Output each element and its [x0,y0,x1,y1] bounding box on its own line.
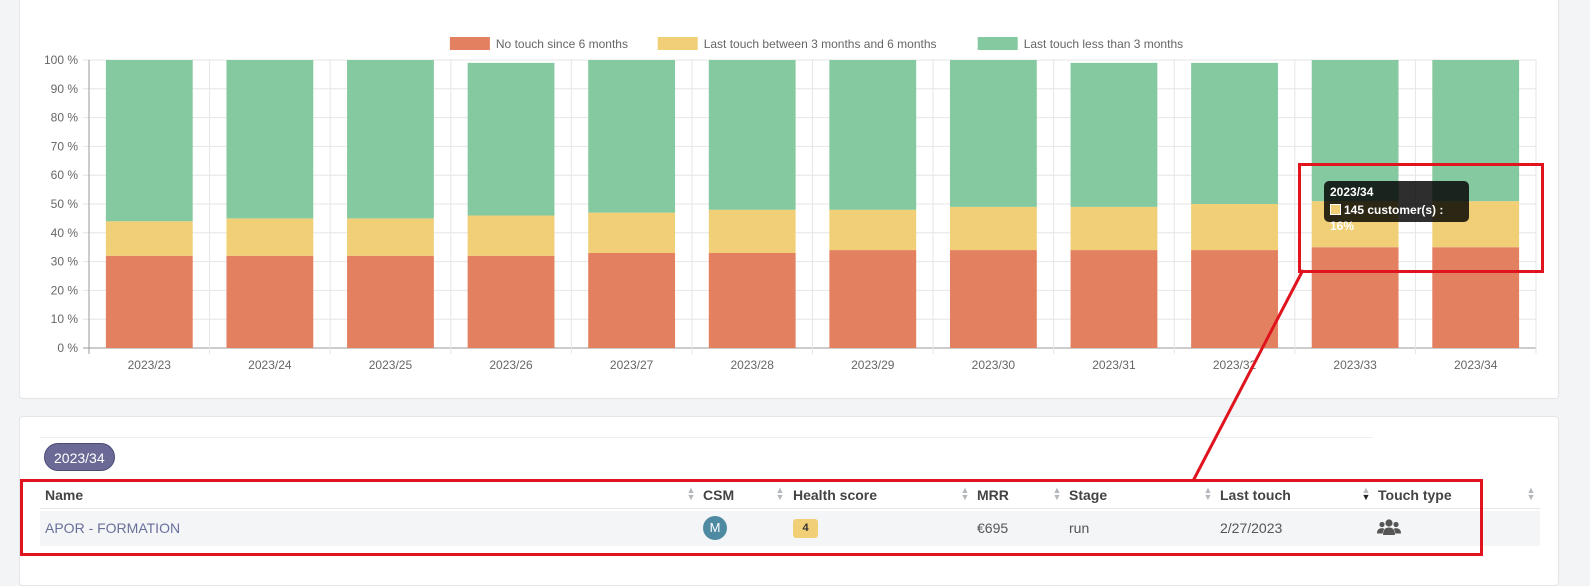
bar-segment-3 [588,60,676,213]
bar-segment-2 [1191,204,1278,251]
legend-label: Last touch less than 3 months [1024,37,1183,51]
x-tick-label: 2023/34 [1454,358,1498,372]
bar-segment-1 [105,255,193,348]
x-tick-label: 2023/23 [128,358,172,372]
divider [40,437,1373,438]
bar-segment-2 [1070,206,1158,251]
y-tick-label: 10 % [51,312,79,326]
bar-segment-2 [588,212,676,253]
period-badge[interactable]: 2023/34 [44,443,115,471]
bar-segment-1 [949,250,1037,348]
y-tick-label: 0 % [57,341,78,355]
column-header-health-score[interactable]: Health score [793,487,878,503]
sort-icon[interactable]: ▲ ▼ [960,485,970,502]
tooltip-line: 145 customer(s) : 16% [1330,202,1463,234]
bar-segment-3 [708,60,796,210]
sort-desc-icon[interactable]: ▲ ▼ [1361,485,1371,502]
customer-name-link[interactable]: APOR - FORMATION [45,520,181,536]
mrr-value: €695 [977,520,1009,536]
y-tick-label: 20 % [51,283,79,297]
stage-value: run [1069,520,1090,536]
bar-segment-2 [347,218,434,256]
x-tick-label: 2023/24 [248,358,292,372]
table-card [19,416,1559,586]
bar-segment-3 [105,60,193,222]
tooltip-swatch [1330,204,1341,215]
x-tick-label: 2023/32 [1213,358,1257,372]
bar-segment-1 [1191,250,1278,348]
column-header-touch-type[interactable]: Touch type [1378,487,1452,503]
table-header-border [40,508,1540,509]
legend-swatch [449,37,490,50]
chart-tooltip: 2023/34 145 customer(s) : 16% [1324,181,1469,233]
sort-icon[interactable]: ▲ ▼ [775,485,785,502]
tooltip-text: 145 customer(s) : 16% [1330,203,1444,233]
column-header-name[interactable]: Name [45,487,84,503]
chart-axes: 0 % 10 % 20 % 30 % 40 % 50 % 60 % 70 % 80 % 90 % 1… [44,53,1498,372]
y-tick-label: 60 % [51,168,79,182]
bar-segment-2 [708,209,796,253]
chart-legend: No touch since 6 months Last touch betwee… [449,37,1183,51]
column-header-csm[interactable]: CSM [703,487,735,503]
bar-segment-1 [588,252,676,348]
sort-icon[interactable]: ▲ ▼ [1526,485,1536,502]
bar-segment-3 [829,60,917,210]
x-tick-label: 2023/29 [851,358,895,372]
bar-segment-3 [1070,62,1158,207]
sort-icon[interactable]: ▲ ▼ [686,485,696,502]
column-header-last-touch[interactable]: Last touch [1220,487,1291,503]
column-header-stage[interactable]: Stage [1069,487,1108,503]
bar-segment-2 [105,221,193,256]
x-tick-label: 2023/28 [731,358,775,372]
health-score-badge: 4 [793,519,818,538]
last-touch-value: 2/27/2023 [1220,520,1283,536]
y-tick-label: 50 % [51,197,79,211]
bar-segment-1 [1432,247,1520,348]
bar-segment-1 [1311,247,1399,348]
column-header-mrr[interactable]: MRR [977,487,1009,503]
x-tick-label: 2023/33 [1333,358,1377,372]
x-tick-label: 2023/27 [610,358,654,372]
csm-avatar[interactable]: M [703,516,727,540]
bar-segment-3 [467,62,555,216]
sort-icon[interactable]: ▲ ▼ [1203,485,1213,502]
legend-swatch [657,37,698,50]
bar-segment-2 [829,209,917,251]
y-tick-label: 30 % [51,255,79,269]
legend-label: Last touch between 3 months and 6 months [704,37,937,51]
y-tick-label: 70 % [51,139,79,153]
legend-swatch [977,37,1018,50]
bar-segment-3 [1311,60,1399,202]
x-tick-label: 2023/26 [489,358,533,372]
bar-segment-1 [347,255,434,348]
sort-icon[interactable]: ▲ ▼ [1052,485,1062,502]
bar-segment-1 [829,250,917,348]
bar-segment-1 [467,255,555,348]
bar-segment-2 [949,206,1037,251]
bar-segment-3 [949,60,1037,207]
tooltip-title: 2023/34 [1330,185,1374,199]
x-tick-label: 2023/30 [972,358,1016,372]
bar-segment-3 [1432,60,1520,202]
bar-segment-1 [226,255,314,348]
y-tick-label: 80 % [51,111,79,125]
bar-segment-2 [226,218,314,256]
y-tick-label: 90 % [51,82,79,96]
bar-segment-3 [226,60,314,219]
annotation-line [1191,269,1305,482]
chart-grid [83,59,1537,354]
y-tick-label: 100 % [44,53,78,67]
users-icon [1377,519,1401,535]
x-tick-label: 2023/25 [369,358,413,372]
legend-label: No touch since 6 months [496,37,628,51]
bar-segment-3 [347,60,434,219]
y-tick-label: 40 % [51,226,79,240]
table-row[interactable] [40,511,1540,546]
bar-segment-1 [1070,250,1158,348]
bar-segment-3 [1191,62,1278,204]
x-tick-label: 2023/31 [1092,358,1136,372]
bar-segment-1 [708,252,796,348]
bar-segment-2 [467,215,555,256]
